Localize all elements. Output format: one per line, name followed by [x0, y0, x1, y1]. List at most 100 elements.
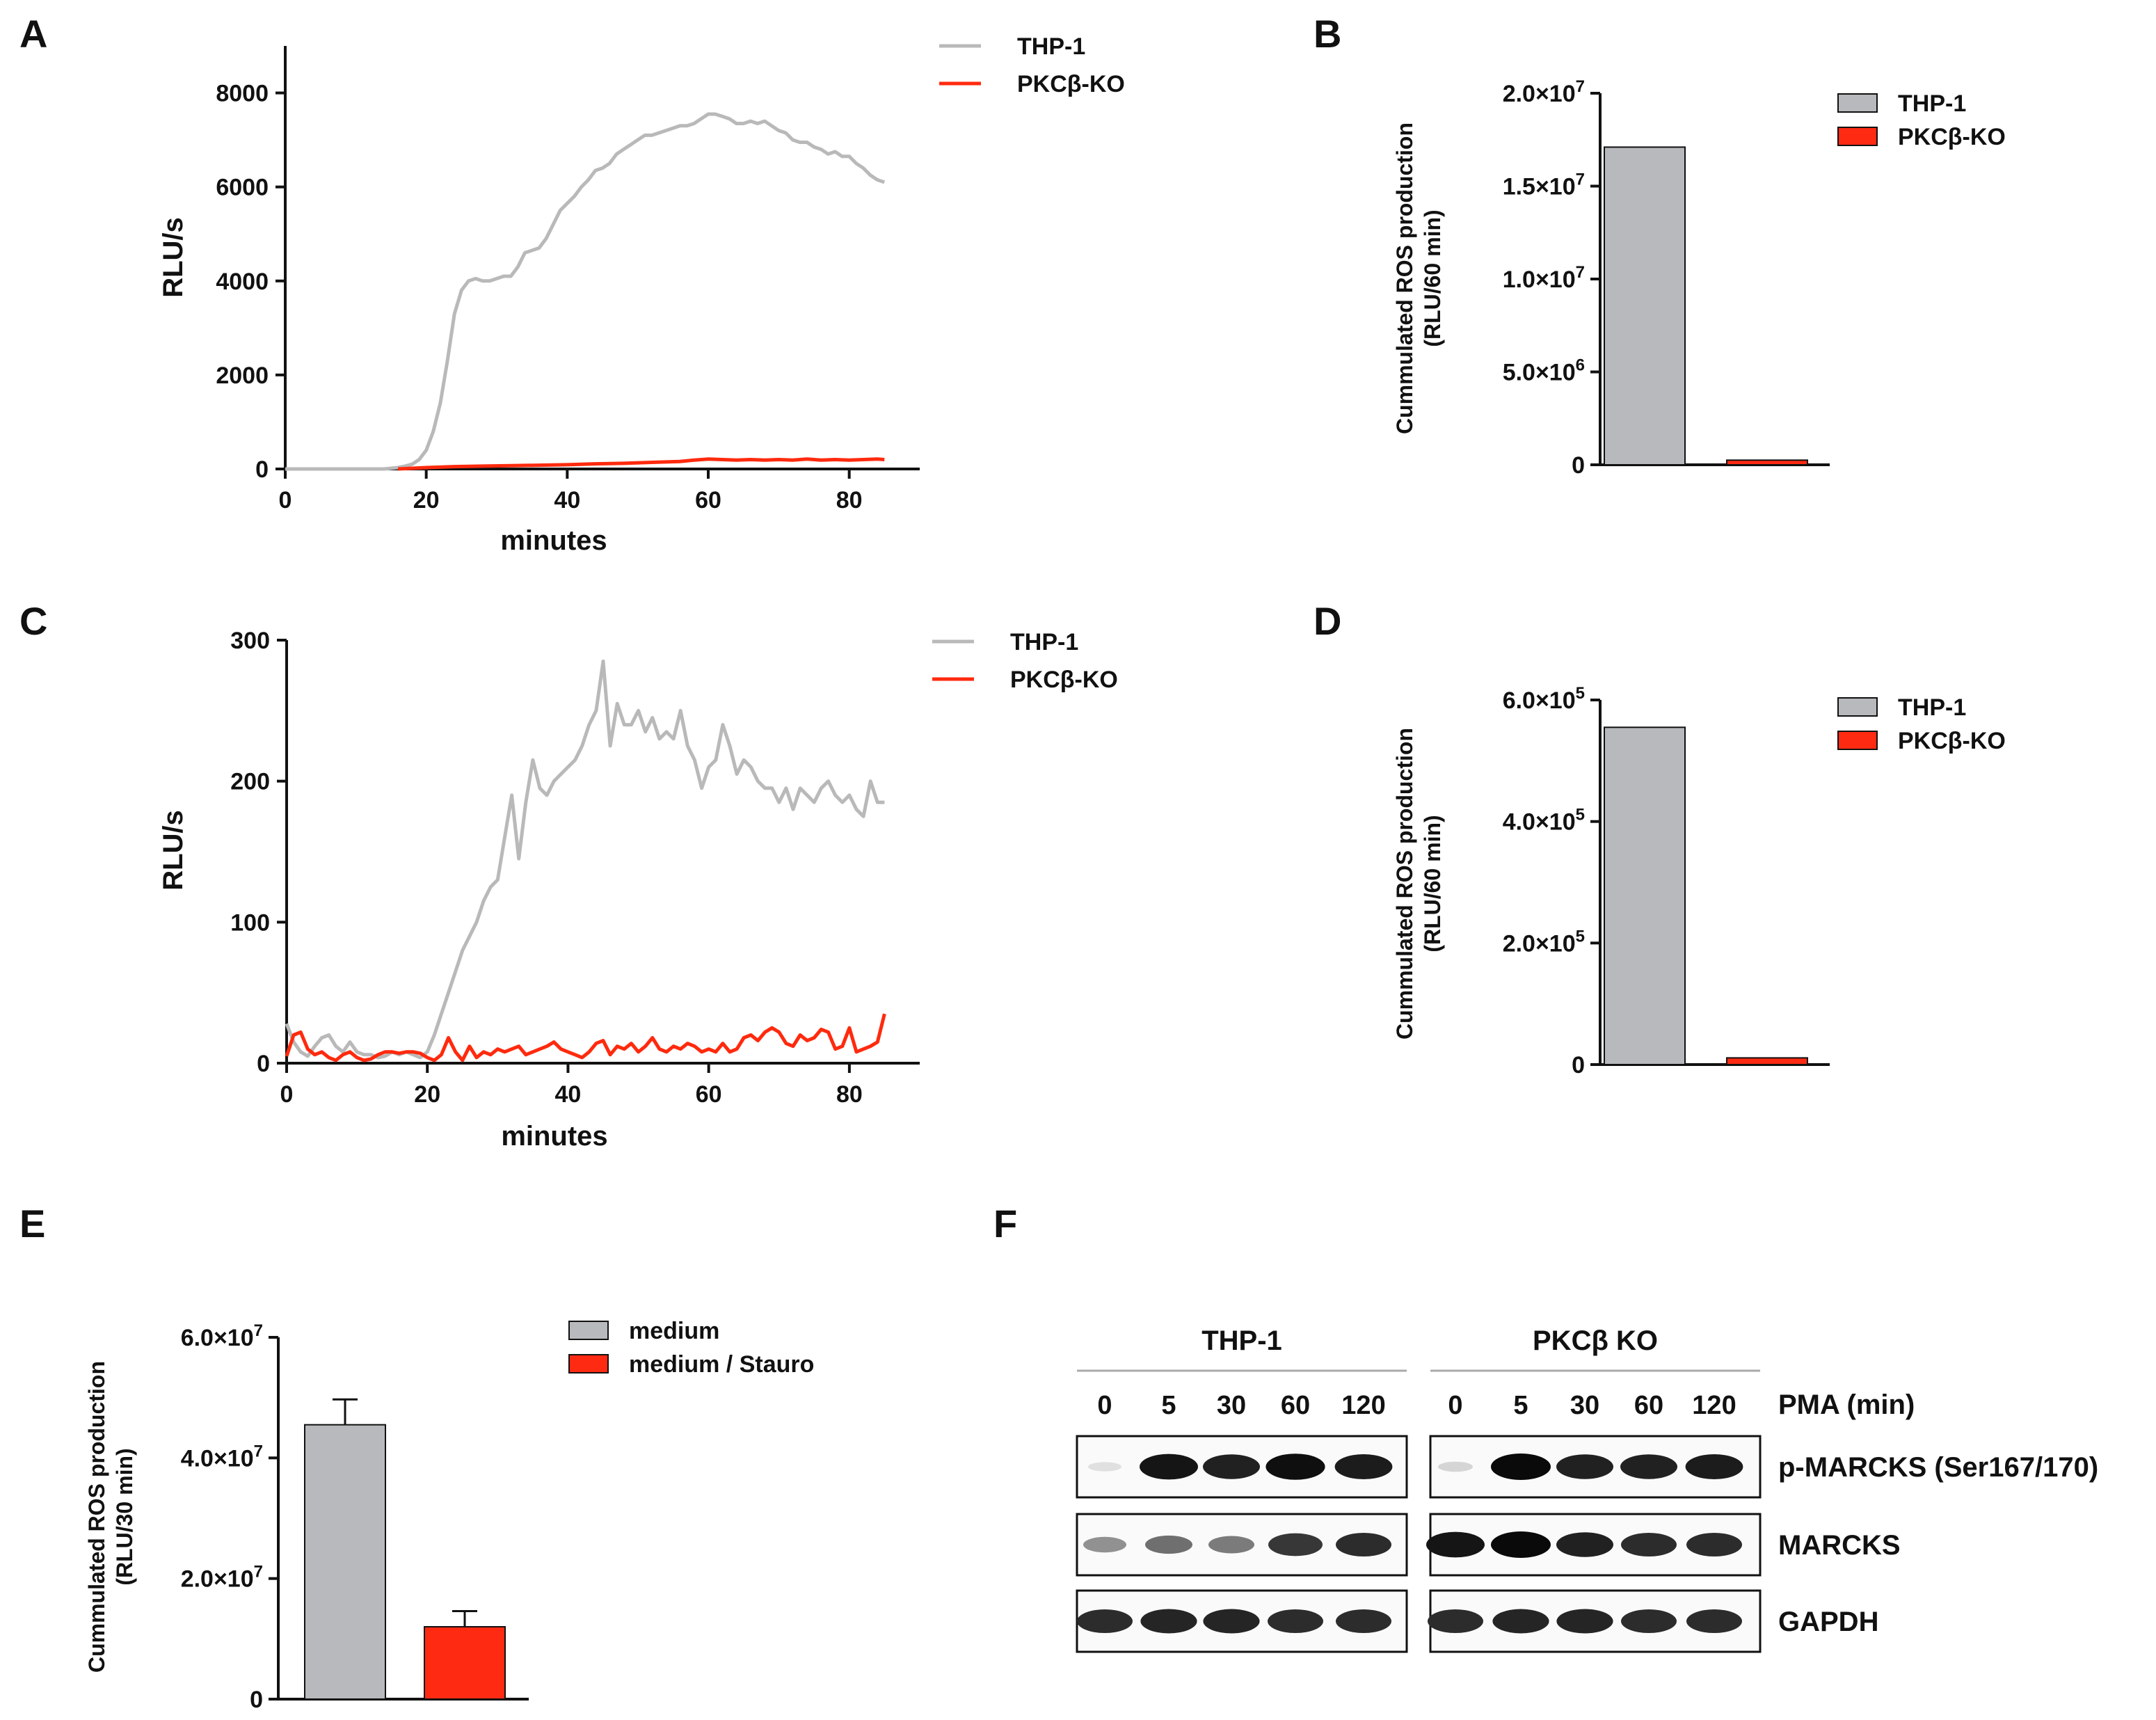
blot-band — [1140, 1609, 1197, 1634]
panel-letter-e: E — [19, 1202, 45, 1245]
x-tick-label: 0 — [279, 487, 292, 513]
panel-letter-b: B — [1313, 12, 1341, 56]
blot-band — [1203, 1454, 1260, 1479]
blot-band — [1491, 1454, 1551, 1480]
y-tick-mantissa: 5.0×10 — [1503, 360, 1576, 386]
blot-lane-label: 0 — [1448, 1391, 1462, 1420]
y-tick-exponent: 7 — [1576, 77, 1585, 96]
blot-band — [1265, 1454, 1325, 1480]
blot-band — [1556, 1532, 1613, 1557]
blot-band — [1491, 1531, 1551, 1558]
panel-letter-f: F — [993, 1202, 1017, 1245]
chart-panel-c: 0 20 40 60 80 0 100 200 300 minutes RLU/s THP-1 PKCβ… — [158, 628, 1118, 1152]
blot-group-label: PKCβ KO — [1533, 1325, 1658, 1356]
panel-letter-a: A — [19, 12, 47, 56]
y-tick-mantissa: 6.0×10 — [181, 1325, 254, 1351]
x-tick-label: 20 — [414, 1081, 440, 1108]
y-tick-exponent: 6 — [1576, 356, 1585, 375]
y-tick-label: 2.0×107 — [181, 1563, 263, 1593]
blot-group-label: THP-1 — [1201, 1325, 1282, 1356]
legend-swatch — [1837, 127, 1878, 146]
chart-panel-b: 0 5.0×106 1.0×107 1.5×10 72.0×107 Cummulated … — [1392, 77, 2006, 479]
blot-lane-label: 120 — [1341, 1391, 1385, 1420]
x-tick-label: 80 — [836, 487, 863, 513]
blot-band — [1438, 1461, 1473, 1472]
y-tick-label: 6.0×107 — [181, 1321, 263, 1351]
legend-label: THP-1 — [1898, 90, 1966, 117]
y-axis-title: Cummulated ROS production (RLU/60 min) — [1392, 122, 1445, 434]
y-tick-exponent: 7 — [254, 1563, 263, 1582]
y-tick-exponent: 5 — [1576, 684, 1585, 703]
y-tick-label: 0 — [255, 456, 269, 483]
blot-band — [1492, 1609, 1549, 1634]
series-line — [397, 457, 885, 471]
legend-label: PKCβ-KO — [1898, 124, 2006, 150]
y-tick-mantissa: 1.0×10 — [1503, 266, 1576, 293]
bar — [424, 1626, 506, 1700]
blot-band — [1428, 1609, 1483, 1634]
y-tick-label: 6000 — [216, 175, 269, 201]
bar — [1726, 459, 1808, 466]
y-axis-title-line: (RLU/60 min) — [1420, 815, 1445, 952]
x-tick-label: 60 — [695, 487, 721, 513]
y-tick-exponent: 7 — [254, 1321, 263, 1340]
blot-lane-label: 5 — [1513, 1391, 1528, 1420]
blot-row-label: GAPDH — [1778, 1607, 1878, 1637]
legend-swatch — [1837, 93, 1878, 113]
y-tick-mantissa: 0 — [250, 1687, 263, 1713]
panel-letter-d: D — [1313, 599, 1341, 643]
bar — [1726, 1057, 1808, 1065]
x-tick-label: 0 — [280, 1081, 294, 1108]
blot-lane-label: 60 — [1634, 1391, 1663, 1420]
legend-label: THP-1 — [1017, 33, 1085, 60]
bar — [1604, 726, 1686, 1066]
y-tick-mantissa: 2.0×10 — [1503, 81, 1576, 107]
y-axis-title: Cummulated ROS production (RLU/60 min) — [1392, 728, 1445, 1040]
y-axis-title-line: Cummulated ROS production — [1392, 728, 1417, 1040]
x-tick-label: 40 — [554, 487, 580, 513]
y-tick-mantissa: 2.0×10 — [181, 1566, 254, 1593]
y-tick-mantissa: 1.5×10 — [1503, 174, 1576, 200]
blot-lane-label: 120 — [1692, 1391, 1736, 1420]
blot-band — [1686, 1532, 1742, 1557]
series-line — [285, 659, 885, 1060]
x-tick-label: 40 — [555, 1081, 582, 1108]
x-tick-label: 60 — [696, 1081, 722, 1108]
y-tick-label: 2000 — [216, 363, 269, 389]
y-tick-label: 2.0×107 — [1503, 77, 1585, 107]
y-axis-title-line: (RLU/30 min) — [112, 1448, 137, 1585]
y-tick-label: 2.0×105 — [1503, 927, 1585, 957]
legend-swatch — [1837, 697, 1878, 717]
y-tick-label: 4000 — [216, 269, 269, 295]
blot-lane-label: 0 — [1097, 1391, 1112, 1420]
blot-band — [1621, 1532, 1677, 1557]
y-tick-label: 8000 — [216, 81, 269, 107]
blot-band — [1203, 1609, 1260, 1634]
y-tick-mantissa: 0 — [1572, 1052, 1585, 1078]
y-tick-label: 4.0×105 — [1503, 806, 1585, 836]
legend-label: THP-1 — [1010, 629, 1078, 655]
y-tick-mantissa: 0 — [1572, 452, 1585, 479]
y-tick-mantissa: 6.0×10 — [1503, 687, 1576, 714]
y-tick-exponent: 5 — [1576, 806, 1585, 825]
y-axis-title-line: Cummulated ROS production — [84, 1361, 109, 1673]
bar — [1604, 146, 1686, 465]
y-tick-label: 6.0×105 — [1503, 684, 1585, 714]
y-axis-title: RLU/s — [158, 810, 189, 891]
blot-band — [1620, 1454, 1677, 1479]
blot-lane-label: 60 — [1281, 1391, 1310, 1420]
blot-band — [1268, 1533, 1323, 1556]
blot-band — [1268, 1609, 1323, 1634]
blot-band — [1621, 1609, 1677, 1634]
y-tick-label: 1.0×107 — [1503, 263, 1585, 293]
y-axis-title-line: (RLU/60 min) — [1420, 209, 1445, 347]
blot-band — [1426, 1531, 1485, 1558]
legend-label: PKCβ-KO — [1010, 667, 1118, 693]
y-tick-label: 200 — [230, 769, 270, 795]
y-tick-label: 300 — [230, 628, 270, 654]
y-tick-label: 0 — [257, 1051, 270, 1077]
blot-band — [1336, 1532, 1391, 1557]
y-tick-label: 0 — [250, 1687, 263, 1713]
